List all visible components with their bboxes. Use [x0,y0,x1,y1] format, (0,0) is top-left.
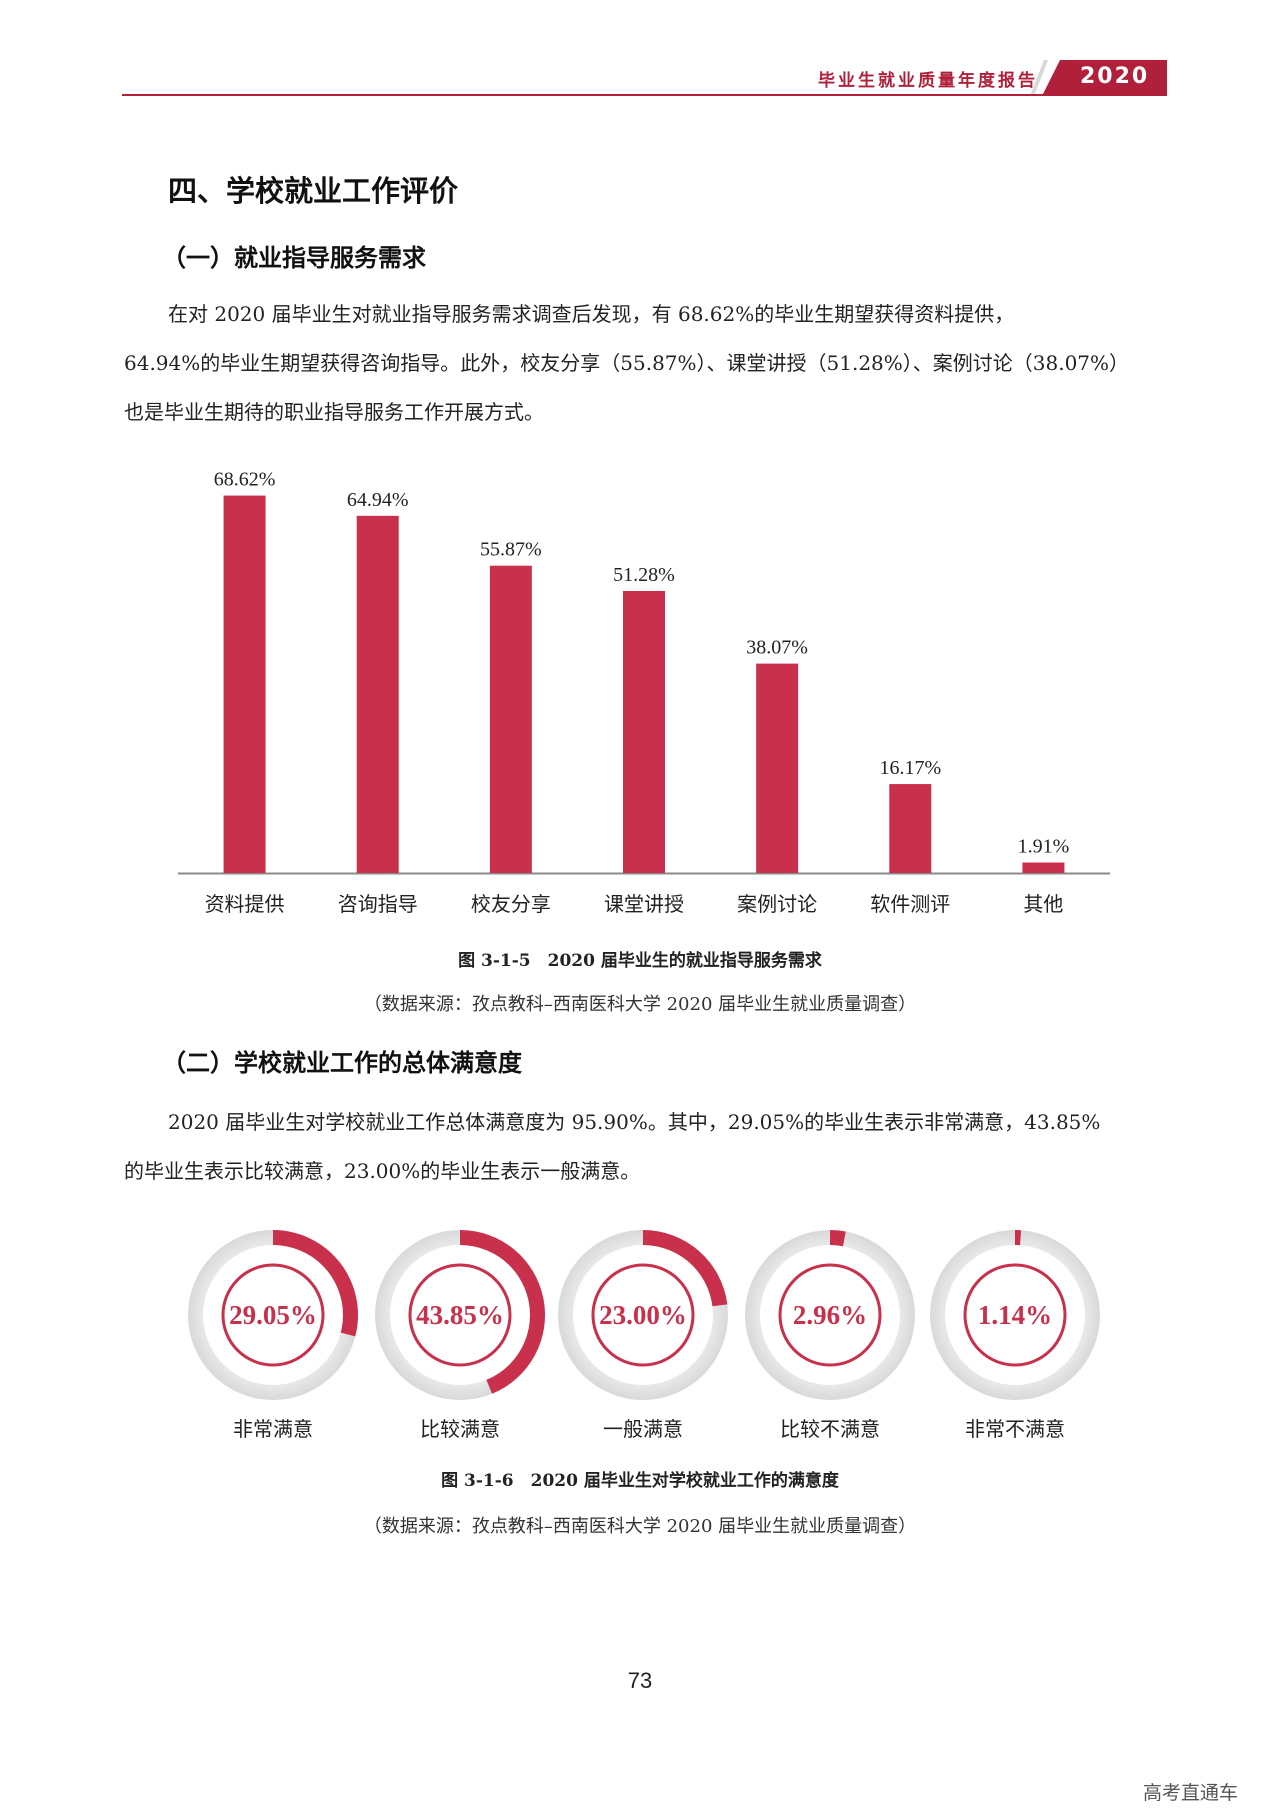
watermark-text: 高考直通车 [1143,1782,1239,1804]
bar [889,784,932,873]
bar [1022,862,1065,873]
subsection-title-2: （二）学校就业工作的总体满意度 [162,1049,522,1077]
bar [756,663,799,873]
paragraph-2: 2020 届毕业生对学校就业工作总体满意度为 95.90%。其中，29.05%的… [124,1098,1184,1196]
category-tick-label: 软件测评 [870,892,950,916]
donut-value-label: 1.14% [978,1300,1052,1330]
bar [223,495,266,873]
paragraph-2-line: 2020 届毕业生对学校就业工作总体满意度为 95.90%。其中，29.05%的… [168,1110,1101,1134]
section-title: 四、学校就业工作评价 [168,174,459,208]
category-tick-label: 案例讨论 [737,892,817,916]
donut-inner-ring [221,1263,325,1367]
donut-gauge: 43.85% 比较满意 [375,1230,546,1441]
figure-caption-2: 图 3-1-6 2020 届毕业生对学校就业工作的满意度 [441,1471,839,1491]
paragraph-1-line: 64.94%的毕业生期望获得咨询指导。此外，校友分享（55.87%）、课堂讲授（… [124,351,1130,375]
paragraph-1: 在对 2020 届毕业生对就业指导服务需求调查后发现，有 68.62%的毕业生期… [124,290,1184,437]
page-number: 73 [627,1668,653,1693]
bar-value-label: 55.87% [480,539,542,561]
bar-value-label: 68.62% [214,469,276,491]
donut-value-label: 2.96% [793,1300,867,1330]
category-tick-label: 资料提供 [205,892,285,916]
donut-value-label: 23.00% [599,1300,687,1330]
bar-value-label: 64.94% [347,489,409,511]
donut-inner-ring [408,1263,512,1367]
donut-inner-ring [778,1263,882,1367]
figure-caption-1: 图 3-1-5 2020 届毕业生的就业指导服务需求 [458,951,822,971]
donut-category-label: 比较不满意 [780,1417,880,1441]
donut-inner-ring [591,1263,695,1367]
donut-category-label: 比较满意 [420,1417,500,1441]
category-tick-label: 校友分享 [471,892,551,916]
paragraph-2-line: 的毕业生表示比较满意，23.00%的毕业生表示一般满意。 [124,1159,641,1183]
bar-chart: 68.62% 资料提供 64.94% 咨询指导 55.87% 校友分享 51.28% 课堂讲授… [178,469,1110,916]
bar-value-label: 16.17% [879,757,941,779]
bar-value-label: 1.91% [1018,835,1070,857]
bar [623,590,665,873]
donut-inner-ring [963,1263,1067,1367]
donut-value-label: 29.05% [229,1300,317,1330]
donut-gauge: 23.00% 一般满意 [558,1230,728,1441]
figure-source-2: （数据来源：孜点教科–西南医科大学 2020 届毕业生就业质量调查） [363,1516,917,1537]
bar-value-label: 38.07% [746,637,808,659]
donut-chart: 29.05% 非常满意 43.85% 比较满意 23.00% 一般满意 2.96% 比较不满意… [188,1230,1100,1441]
header-year-badge [1042,60,1167,96]
category-tick-label: 其他 [1023,892,1063,916]
donut-category-label: 非常不满意 [965,1417,1065,1441]
figure-source-1: （数据来源：孜点教科–西南医科大学 2020 届毕业生就业质量调查） [363,994,917,1015]
donut-gauge: 29.05% 非常满意 [188,1230,358,1441]
paragraph-1-line: 在对 2020 届毕业生对就业指导服务需求调查后发现，有 68.62%的毕业生期… [168,302,1015,326]
category-tick-label: 课堂讲授 [604,892,684,916]
donut-category-label: 非常满意 [233,1417,313,1441]
bar [489,565,532,873]
category-tick-label: 咨询指导 [338,892,418,916]
subsection-title-1: （一）就业指导服务需求 [162,244,426,272]
paragraph-1-line: 也是毕业生期待的职业指导服务工作开展方式。 [124,400,544,424]
bar-value-label: 51.28% [613,564,675,586]
donut-value-label: 43.85% [416,1300,504,1330]
header-title: 毕业生就业质量年度报告 [818,71,1038,91]
donut-gauge: 1.14% 非常不满意 [930,1230,1100,1441]
donut-category-label: 一般满意 [603,1417,683,1441]
header-year: 2020 [1080,64,1150,89]
bar [356,515,399,873]
donut-gauge: 2.96% 比较不满意 [745,1230,915,1441]
header-rule [122,94,1167,96]
